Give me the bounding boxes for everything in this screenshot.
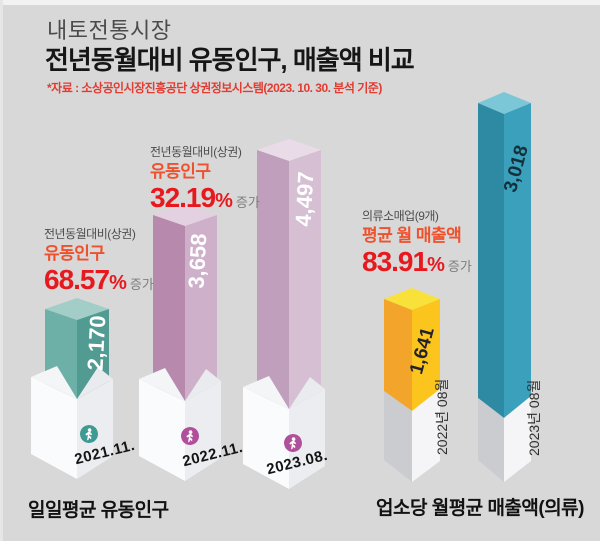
annotation-percent: 32.19	[150, 182, 216, 214]
annotation-percent: 83.91	[362, 246, 428, 278]
annotation-scope: 의류소매업(9개)	[362, 209, 439, 223]
person-icon	[78, 423, 100, 445]
flow-bar-2023	[257, 139, 321, 420]
annotation-flow-3219: 전년동월대비(상권) 유동인구 32.19 % 증가	[150, 145, 260, 215]
annotation-metric: 유동인구	[150, 161, 211, 181]
chart-caption-sales: 업소당 월평균 매출액(의류)	[376, 498, 585, 519]
category-label-2023-08: 2023년 08월	[526, 379, 542, 456]
bar-value-3658: 3,658	[183, 232, 212, 290]
market-name: 내토전통시장	[47, 18, 172, 43]
flow-pedestal-2021	[31, 366, 113, 479]
annotation-direction: 증가	[235, 195, 260, 211]
annotation-scope: 전년동월대비(상권)	[44, 227, 136, 241]
annotation-metric: 유동인구	[44, 243, 105, 263]
chart-caption-flow: 일일평균 유동인구	[28, 500, 169, 521]
bar-value-4497: 4,497	[290, 170, 319, 228]
source-note: *자료 : 소상공인시장진흥공단 상권정보시스템(2023. 10. 30. 분…	[47, 81, 382, 95]
flow-bar-2022	[153, 204, 217, 412]
person-icon	[282, 432, 304, 454]
left-border	[0, 0, 3, 541]
annotation-flow-6857: 전년동월대비(상권) 유동인구 68.57 % 증가	[44, 227, 154, 297]
percent-sign: %	[427, 254, 445, 277]
annotation-scope: 전년동월대비(상권)	[150, 145, 242, 159]
percent-sign: %	[109, 272, 127, 295]
sales-bar-2023	[478, 92, 531, 482]
percent-sign: %	[215, 190, 233, 213]
flow-pedestal-2022	[139, 368, 221, 481]
annotation-direction: 증가	[129, 277, 154, 293]
category-label-2022-08: 2022년 08월	[434, 378, 450, 455]
annotation-percent: 68.57	[44, 264, 110, 296]
top-border	[0, 0, 600, 5]
annotation-metric: 평균 월 매출액	[362, 225, 462, 245]
sales-bar-2022	[384, 288, 440, 482]
person-icon	[179, 425, 201, 447]
page-title: 전년동월대비 유동인구, 매출액 비교	[45, 45, 415, 75]
annotation-direction: 증가	[447, 259, 472, 275]
bar-value-2170: 2,170	[82, 314, 111, 372]
flow-pedestal-2023	[243, 376, 325, 489]
annotation-sales-8391: 의류소매업(9개) 평균 월 매출액 83.91 % 증가	[362, 209, 472, 279]
